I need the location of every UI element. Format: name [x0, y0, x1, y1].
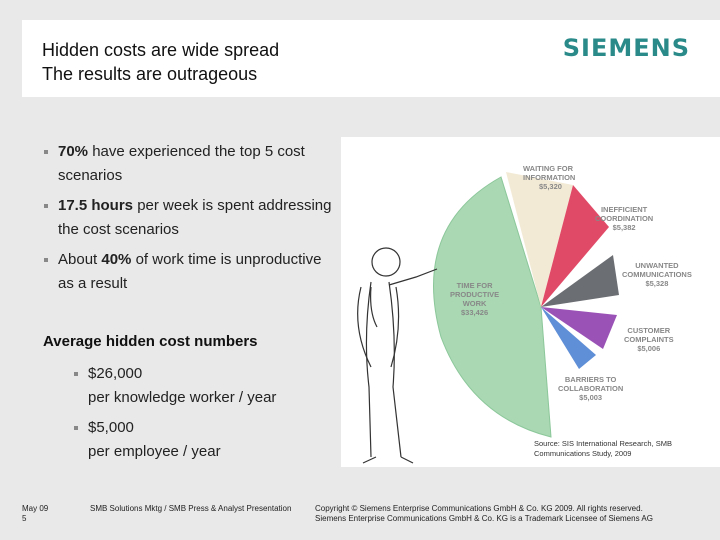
wedge-waiting-information: [506, 172, 573, 307]
footer-date: May 09 5: [22, 504, 49, 523]
bullet-square-icon: [44, 150, 48, 154]
section-title: Average hidden cost numbers: [43, 333, 258, 350]
bullet-square-icon: [74, 426, 78, 430]
bullet-square-icon: [44, 204, 48, 208]
bullet-item: About 40% of work time is unproductive a…: [40, 248, 340, 296]
wedge-unwanted-communications: [541, 255, 619, 307]
bullet-item: 17.5 hours per week is spent addressing …: [40, 194, 340, 242]
wedge-label: TIME FOR PRODUCTIVE WORK $33,426: [450, 281, 500, 317]
wedge-inefficient-coordination: [541, 185, 609, 307]
bullet-bold: 40%: [101, 251, 132, 268]
sub-bullet-desc: per knowledge worker / year: [88, 389, 277, 406]
sub-bullet-item: $26,000 per knowledge worker / year: [72, 362, 368, 410]
bullet-square-icon: [44, 258, 48, 262]
wedge-label: CUSTOMER COMPLAINTS $5,006: [624, 326, 674, 353]
sub-bullet-amount: $5,000: [88, 419, 134, 436]
wedge-label: WAITING FOR INFORMATION $5,320: [523, 164, 576, 191]
bullet-square-icon: [74, 372, 78, 376]
wedge-customer-complaints: [541, 307, 617, 349]
wedge-label: UNWANTED COMMUNICATIONS $5,328: [622, 261, 692, 288]
slide-header: Hidden costs are wide spread The results…: [22, 20, 720, 97]
bullet-prefix: About: [58, 251, 102, 268]
wedge-barriers-collaboration: [541, 307, 596, 369]
title-line-1: Hidden costs are wide spread: [42, 40, 280, 60]
source-note: Source: SIS International Research, SMB …: [534, 439, 672, 458]
wedge-label: BARRIERS TO COLLABORATION $5,003: [558, 375, 624, 402]
bullet-item: 70% have experienced the top 5 cost scen…: [40, 140, 340, 188]
bullet-text: have experienced the top 5 cost scenario…: [58, 143, 305, 184]
sub-bullet-item: $5,000 per employee / year: [72, 416, 368, 464]
footer-presentation: SMB Solutions Mktg / SMB Press & Analyst…: [90, 504, 292, 513]
footer-copyright: Copyright © Siemens Enterprise Communica…: [315, 504, 653, 523]
sub-bullet-desc: per employee / year: [88, 443, 221, 460]
bullet-list: 70% have experienced the top 5 cost scen…: [40, 140, 340, 302]
pointing-man-illustration: [357, 247, 438, 464]
wedge-productive-work: [433, 176, 552, 438]
wedge-label: INEFFICIENT COORDINATION $5,382: [595, 205, 654, 232]
bullet-bold: 17.5 hours: [58, 197, 134, 214]
cost-figure: [341, 137, 720, 467]
slide-title: Hidden costs are wide spread The results…: [42, 38, 279, 86]
siemens-logo: SIEMENS: [562, 34, 690, 62]
title-line-2: The results are outrageous: [42, 64, 258, 84]
bullet-text: per week is spent addressing the cost sc…: [58, 197, 332, 238]
bullet-bold: 70%: [58, 143, 89, 160]
cost-fan-illustration: [357, 172, 619, 464]
sub-bullet-amount: $26,000: [88, 365, 143, 382]
bullet-text: of work time is unproductive as a result: [58, 251, 322, 292]
